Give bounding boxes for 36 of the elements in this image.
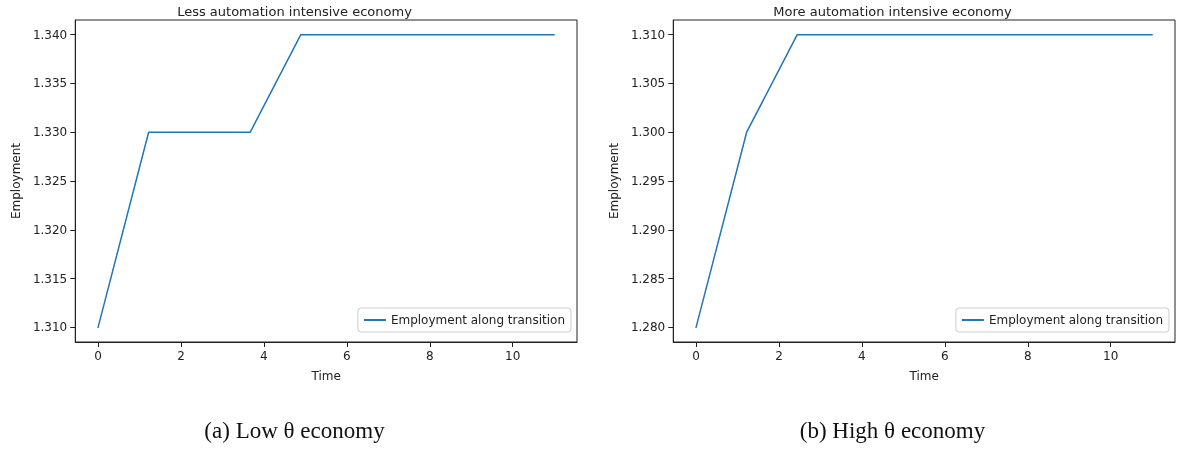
y-tick-label: 1.320 [32, 222, 68, 237]
y-tick-label: 1.290 [630, 222, 666, 237]
y-tick-label: 1.310 [32, 320, 68, 335]
y-axis-title: Employment [9, 142, 23, 220]
x-tick-label: 0 [692, 349, 700, 363]
x-tick-label: 6 [941, 349, 949, 363]
chart-title: More automation intensive economy [773, 4, 1012, 19]
y-axis-title: Employment [607, 142, 621, 220]
x-tick-label: 2 [177, 349, 185, 363]
y-tick-label: 1.325 [32, 174, 68, 188]
x-tick-label: 10 [1103, 349, 1119, 363]
x-axis-title: Time [310, 369, 341, 383]
x-tick-label: 4 [260, 349, 268, 363]
y-tick-label: 1.280 [630, 320, 666, 335]
y-tick-label: 1.310 [630, 27, 666, 42]
y-tick-label: 1.305 [630, 76, 666, 91]
text: (a) Low θ economy [204, 418, 386, 443]
x-tick-label: 2 [775, 349, 783, 363]
legend-label: Employment along transition [988, 313, 1164, 327]
legend-label: Employment along transition [390, 313, 566, 327]
chart-title: Less automation intensive economy [177, 4, 413, 19]
x-tick-label: 6 [343, 349, 351, 363]
x-tick-label: 4 [858, 349, 866, 363]
x-tick-label: 8 [1023, 349, 1032, 363]
x-tick-label: 0 [94, 349, 102, 363]
y-tick-label: 1.315 [32, 271, 68, 286]
text: (b) High θ economy [799, 418, 986, 443]
y-tick-label: 1.295 [630, 174, 666, 188]
y-tick-label: 1.340 [32, 27, 68, 42]
y-tick-label: 1.330 [32, 125, 68, 140]
x-tick-label: 8 [425, 349, 434, 363]
y-tick-label: 1.300 [630, 125, 666, 140]
x-axis-title: Time [908, 369, 939, 383]
y-tick-label: 1.335 [32, 76, 68, 91]
y-tick-label: 1.285 [630, 271, 666, 286]
x-tick-label: 10 [505, 349, 521, 363]
